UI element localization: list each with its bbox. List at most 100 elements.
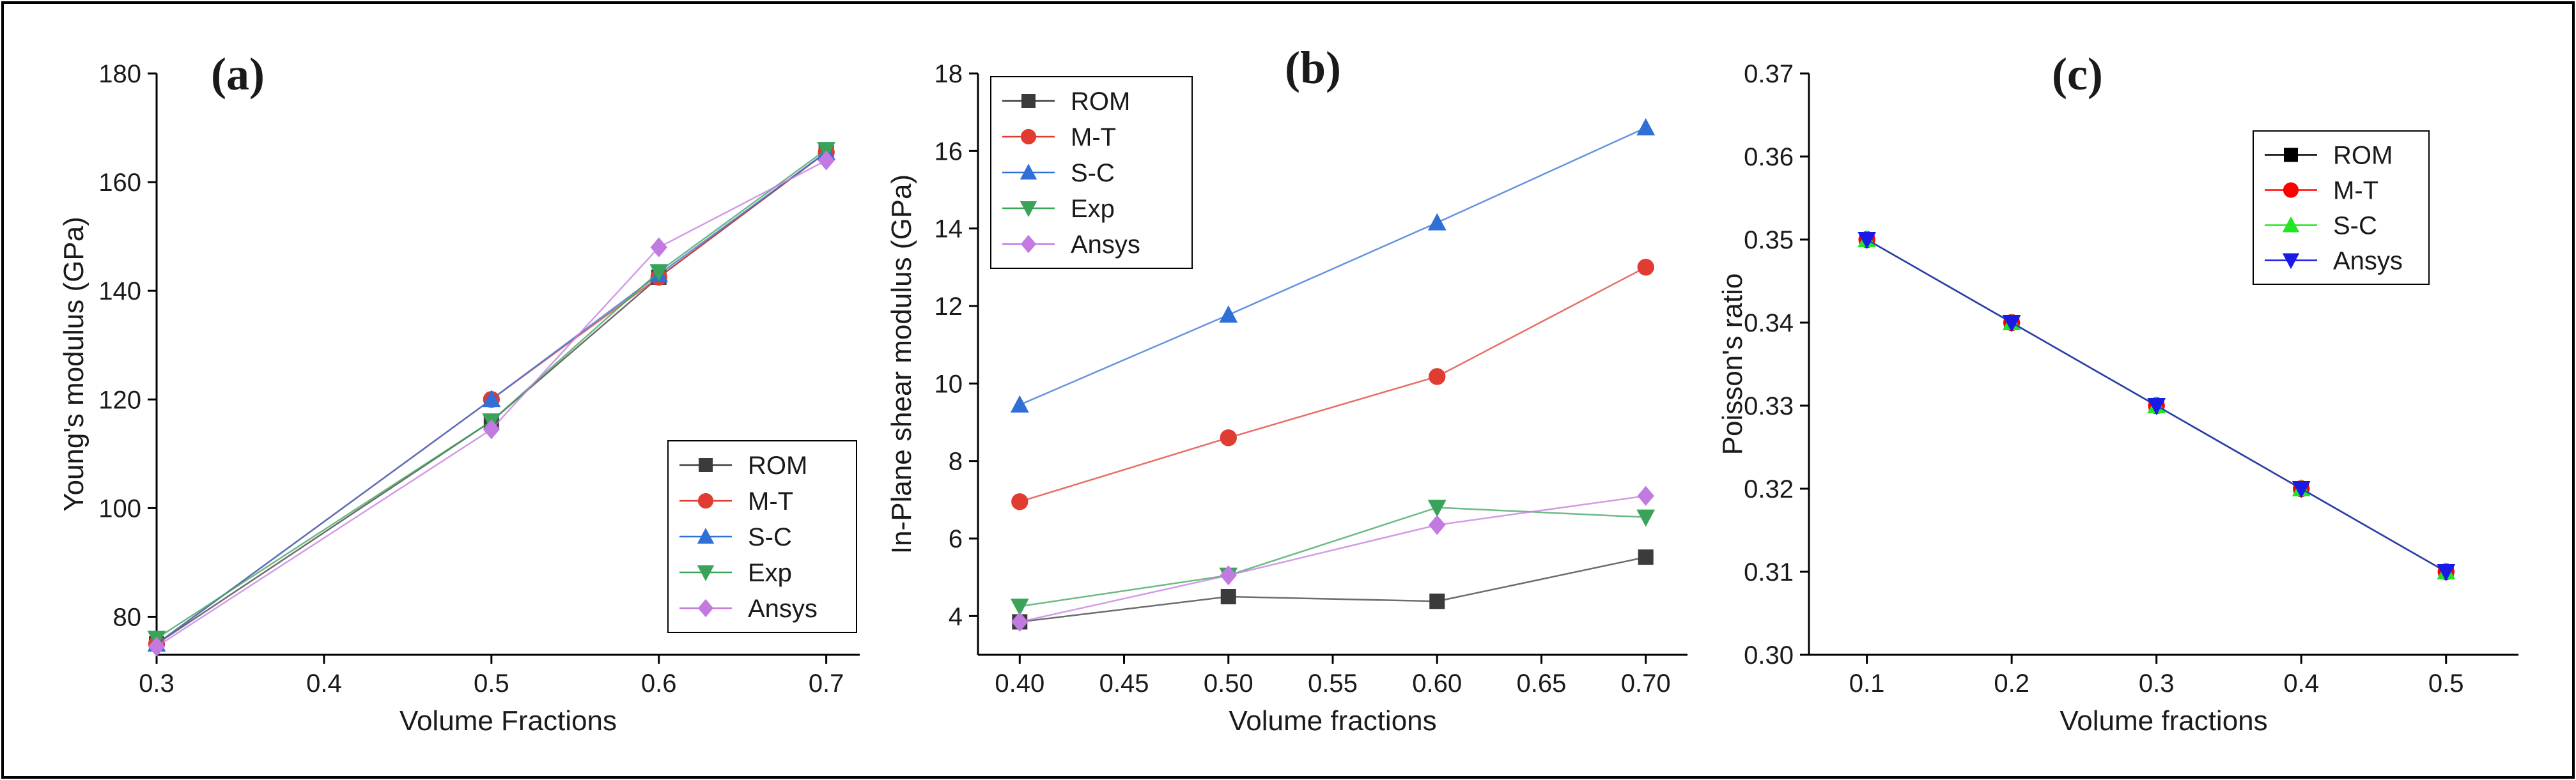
legend-swatch-marker (699, 458, 713, 472)
series-s-c (1010, 118, 1656, 413)
series-line (156, 151, 827, 645)
legend-item: Exp (679, 559, 792, 587)
x-tick-label: 0.40 (995, 669, 1044, 698)
data-point (1429, 368, 1446, 385)
chart-panel-2: 0.40 0.45 0.50 0.55 0.60 0.65 0.70 4 6 8 10 12 14 16 1… (886, 42, 1688, 737)
data-point (1636, 118, 1656, 135)
series-line (1019, 266, 1647, 503)
series-line (1019, 126, 1647, 406)
legend-label: ROM (2333, 142, 2393, 170)
x-tick-label: 0.65 (1517, 669, 1567, 698)
data-point (1010, 395, 1029, 413)
legend-label: M-T (2333, 177, 2378, 205)
legend-label: Exp (748, 559, 792, 587)
legend-label: Ansys (2333, 247, 2403, 275)
legend-swatch-marker (1021, 94, 1036, 108)
y-tick-label: 0.36 (1744, 143, 1794, 171)
data-point (1429, 593, 1445, 609)
legend-swatch-marker (697, 528, 715, 544)
x-tick-label: 0.45 (1099, 669, 1149, 698)
legend-item: Ansys (2265, 247, 2403, 275)
data-point (148, 636, 166, 657)
legend-box (2253, 130, 2430, 285)
x-tick-label: 0.7 (809, 669, 844, 698)
y-tick-label: 0.35 (1744, 226, 1794, 254)
y-tick-label: 12 (935, 293, 963, 321)
legend-item: M-T (1002, 123, 1116, 151)
y-tick-label: 80 (113, 603, 142, 631)
series-line (156, 159, 827, 648)
legend-item: S-C (679, 523, 792, 551)
y-tick-label: 0.34 (1744, 309, 1794, 337)
data-point (1010, 599, 1029, 616)
legend-swatch-marker (697, 599, 714, 618)
y-tick-label: 140 (98, 277, 141, 305)
panel-label: (a) (211, 49, 265, 100)
panel-label: (b) (1285, 42, 1341, 93)
y-tick-label: 0.33 (1744, 392, 1794, 420)
data-point (2002, 315, 2021, 332)
legend-item: S-C (2265, 212, 2377, 240)
data-point (650, 237, 667, 257)
y-tick-label: 14 (935, 215, 963, 243)
legend-swatch-marker (2283, 182, 2299, 198)
legend-item: Ansys (1002, 231, 1140, 259)
data-point (2437, 564, 2456, 581)
data-point (1011, 611, 1028, 632)
legend-swatch-marker (697, 493, 714, 509)
legend-label: ROM (748, 452, 807, 480)
legend-swatch-marker (697, 565, 715, 581)
legend-swatch-marker (1020, 234, 1037, 254)
legend-item: M-T (2265, 177, 2378, 205)
y-tick-label: 10 (935, 370, 963, 398)
data-point (1429, 515, 1446, 535)
x-tick-label: 0.3 (139, 669, 175, 698)
legend: ROM M-T S-C Exp Ansys (667, 440, 857, 633)
x-tick-label: 0.4 (306, 669, 342, 698)
legend-label: Ansys (748, 595, 818, 623)
y-tick-label: 8 (949, 448, 963, 476)
legend-swatch-marker (1020, 201, 1037, 217)
legend-swatch-marker (2282, 216, 2300, 233)
x-tick-label: 0.2 (1994, 669, 2029, 698)
x-axis-title: Volume fractions (1229, 705, 1436, 737)
data-point (1219, 305, 1238, 323)
x-tick-label: 0.50 (1204, 669, 1253, 698)
legend: ROM M-T S-C Ansys (2253, 130, 2430, 285)
legend-label: M-T (1071, 123, 1116, 151)
x-tick-label: 0.6 (641, 669, 677, 698)
legend-swatch-marker (1020, 128, 1037, 145)
legend-label: M-T (748, 487, 793, 516)
legend-label: Exp (1071, 195, 1115, 223)
series-m-t (1011, 259, 1654, 510)
data-point (1427, 213, 1447, 231)
data-point (1427, 500, 1447, 517)
data-point (1220, 565, 1237, 586)
data-point (1220, 429, 1237, 447)
data-point (1011, 493, 1028, 510)
series-line (156, 149, 827, 639)
data-point (1638, 549, 1654, 565)
data-point (649, 264, 669, 282)
data-point (1858, 232, 1877, 249)
y-tick-label: 120 (98, 386, 141, 414)
y-tick-label: 180 (98, 60, 141, 88)
legend-label: S-C (748, 523, 792, 551)
x-tick-label: 0.1 (1849, 669, 1885, 698)
series-line (1020, 556, 1646, 623)
series-ansys (148, 150, 835, 657)
legend-swatch-marker (2284, 148, 2298, 162)
y-axis-title: Poisson's ratio (1717, 273, 1748, 455)
legend-item: M-T (679, 487, 793, 516)
y-tick-label: 6 (949, 525, 963, 553)
series-line (1020, 495, 1646, 623)
series-line (1020, 507, 1646, 608)
y-tick-label: 18 (935, 60, 963, 88)
legend-swatch-marker (2282, 253, 2300, 270)
legend-label: ROM (1071, 88, 1130, 116)
data-point (482, 390, 501, 408)
y-axis-title: Young's modulus (GPa) (58, 217, 89, 512)
x-tick-label: 0.60 (1412, 669, 1462, 698)
